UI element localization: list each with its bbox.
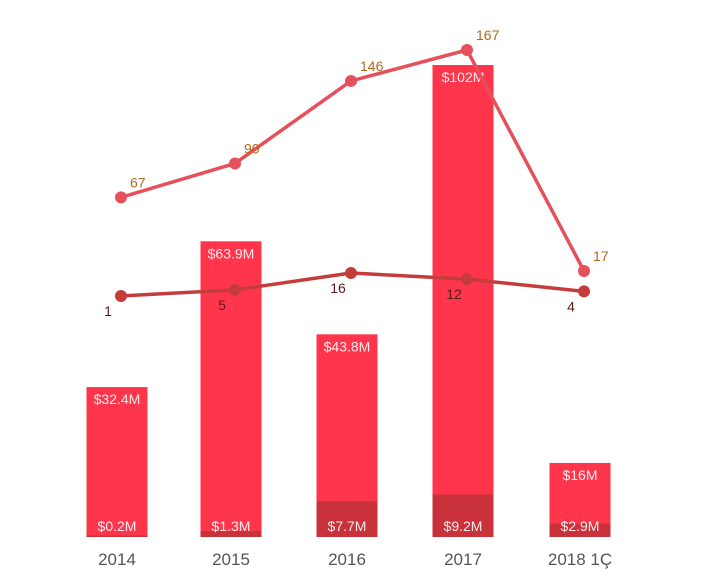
- bar-label-s1-1: $1.3M: [212, 518, 251, 534]
- bar-label-s1-3: $9.2M: [444, 518, 483, 534]
- line-point-s0-3: [461, 44, 473, 56]
- bar-label-s0-2: $43.8M: [324, 338, 371, 354]
- line-label-s1-4: 4: [567, 298, 575, 314]
- x-tick-0: 2014: [98, 550, 136, 569]
- x-axis-ticks: 2014 2015 2016 2017 2018 1Ç: [98, 550, 612, 569]
- bar-label-s0-3: $102M: [442, 69, 485, 85]
- line-point-s1-2: [345, 267, 357, 279]
- bar-label-s1-0: $0.2M: [98, 518, 137, 534]
- bar-s0-2014: [86, 387, 148, 537]
- bar-s1-2014: [86, 535, 148, 537]
- x-tick-1: 2015: [212, 550, 250, 569]
- bar-s1-2017: [432, 494, 494, 537]
- bars-layer: $32.4M $63.9M $43.8M $102M $16M $0.2M $1.3M $7.…: [86, 65, 611, 537]
- bar-s1-2015: [200, 530, 262, 537]
- bar-s1-2018 1Ç: [549, 523, 611, 537]
- line-point-s0-0: [115, 191, 127, 204]
- x-tick-3: 2017: [444, 550, 482, 569]
- bar-label-s1-2: $7.7M: [328, 518, 367, 534]
- line-label-s0-4: 17: [593, 248, 609, 264]
- line-label-s0-3: 167: [476, 27, 500, 43]
- line-label-s0-2: 146: [360, 58, 384, 74]
- lines-layer: 67 90 146 167 17 1 5 16 12 4: [104, 27, 609, 319]
- line-label-s0-0: 67: [130, 174, 146, 190]
- line-point-s1-1: [229, 283, 241, 296]
- bar-s1-2016: [316, 501, 378, 537]
- bar-label-s0-0: $32.4M: [94, 391, 141, 407]
- line-point-s1-3: [461, 273, 473, 286]
- x-tick-4: 2018 1Ç: [548, 550, 612, 569]
- bar-label-s1-4: $2.9M: [561, 518, 600, 534]
- line-point-s0-2: [345, 74, 357, 87]
- bar-s0-2017: [432, 65, 494, 537]
- line-point-s0-4: [578, 265, 590, 277]
- line-label-s1-1: 5: [218, 297, 226, 313]
- line-point-s1-4: [578, 285, 590, 298]
- line-label-s1-2: 16: [330, 280, 346, 296]
- line-label-s1-0: 1: [104, 303, 112, 319]
- bar-label-s0-4: $16M: [562, 467, 597, 483]
- line-point-s1-0: [115, 290, 127, 302]
- x-tick-2: 2016: [328, 550, 366, 569]
- line-point-s0-1: [229, 157, 241, 170]
- bar-label-s0-1: $63.9M: [208, 245, 255, 261]
- line-label-s1-3: 12: [446, 286, 462, 302]
- line-label-s0-1: 90: [244, 140, 260, 156]
